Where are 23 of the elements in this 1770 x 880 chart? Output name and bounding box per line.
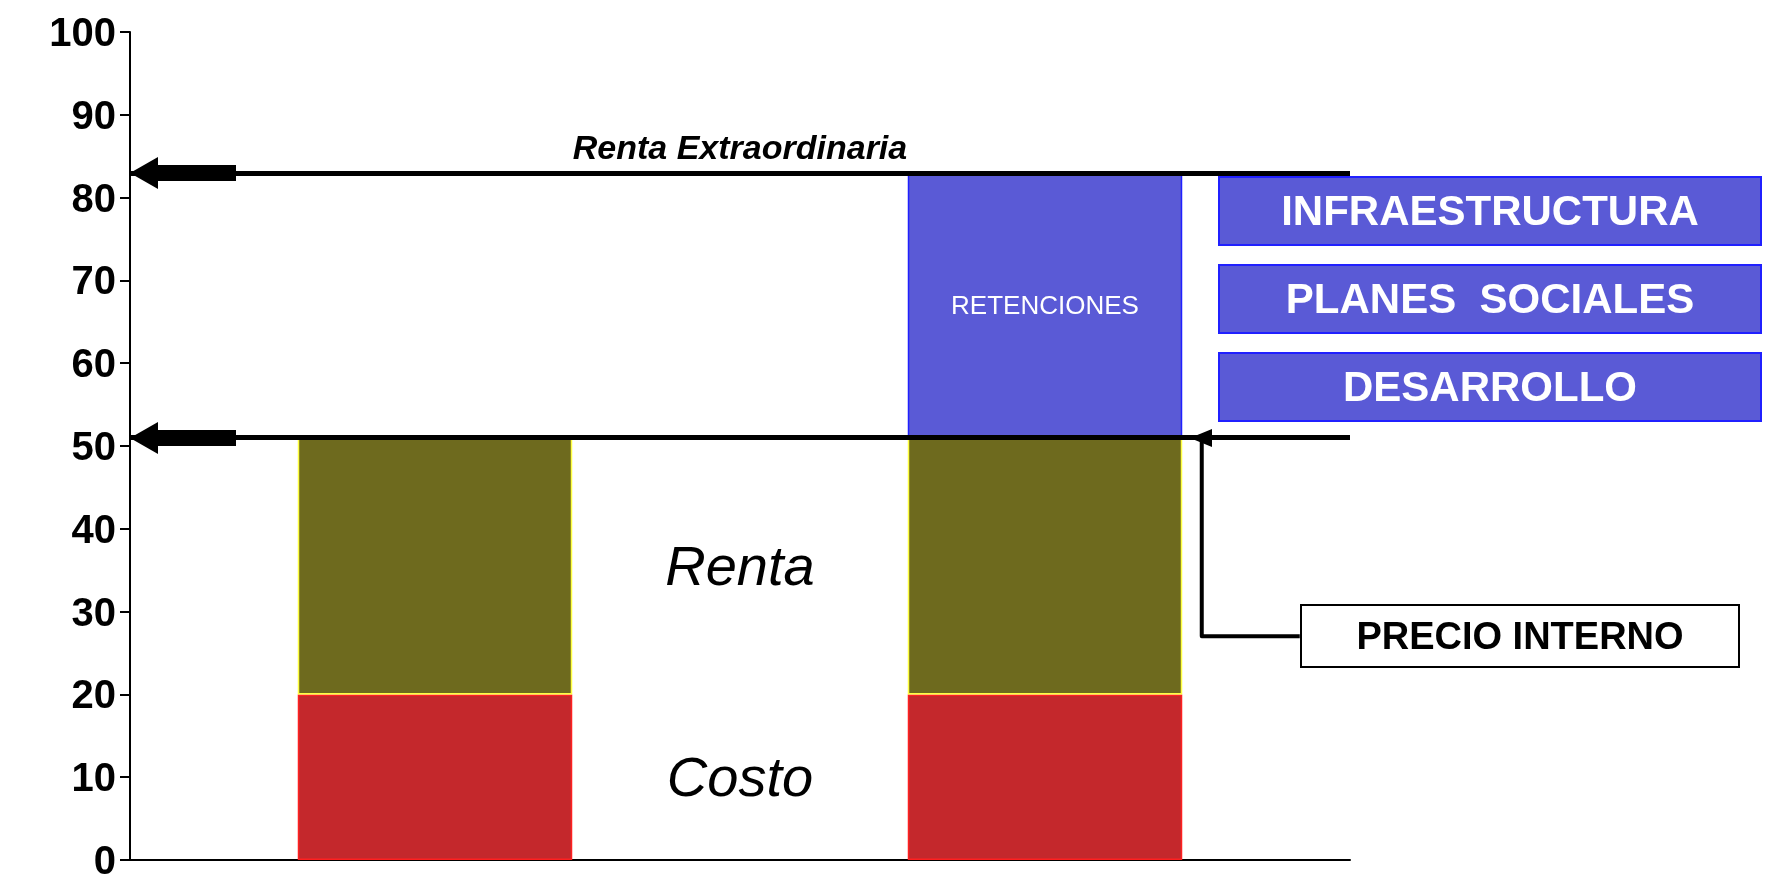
bar xyxy=(297,694,573,860)
caption-box: PRECIO INTERNO xyxy=(1300,604,1740,668)
ref-line-label: Renta Extraordinaria xyxy=(572,127,908,166)
y-tick-label: 70 xyxy=(71,258,116,303)
y-tick-label: 10 xyxy=(71,755,116,800)
bar xyxy=(907,437,1183,695)
y-tick-label: 90 xyxy=(71,92,116,137)
bar xyxy=(297,437,573,695)
y-tick-label: 30 xyxy=(71,589,116,634)
bar xyxy=(907,694,1183,860)
text-box: PLANES SOCIALES xyxy=(1218,264,1762,334)
y-tick-label: 0 xyxy=(93,838,116,880)
y-tick-label: 40 xyxy=(71,506,116,551)
y-tick-label: 50 xyxy=(71,424,116,468)
series-label: RETENCIONES xyxy=(951,290,1139,321)
y-tick-label: 60 xyxy=(71,341,116,386)
y-tick-label: 80 xyxy=(71,175,116,220)
annotation: Costo xyxy=(665,744,815,811)
annotation: Renta xyxy=(664,533,816,600)
text-box: INFRAESTRUCTURA xyxy=(1218,176,1762,246)
y-tick-label: 100 xyxy=(49,10,116,54)
text-box: DESARROLLO xyxy=(1218,352,1762,422)
y-tick-label: 20 xyxy=(71,672,116,717)
